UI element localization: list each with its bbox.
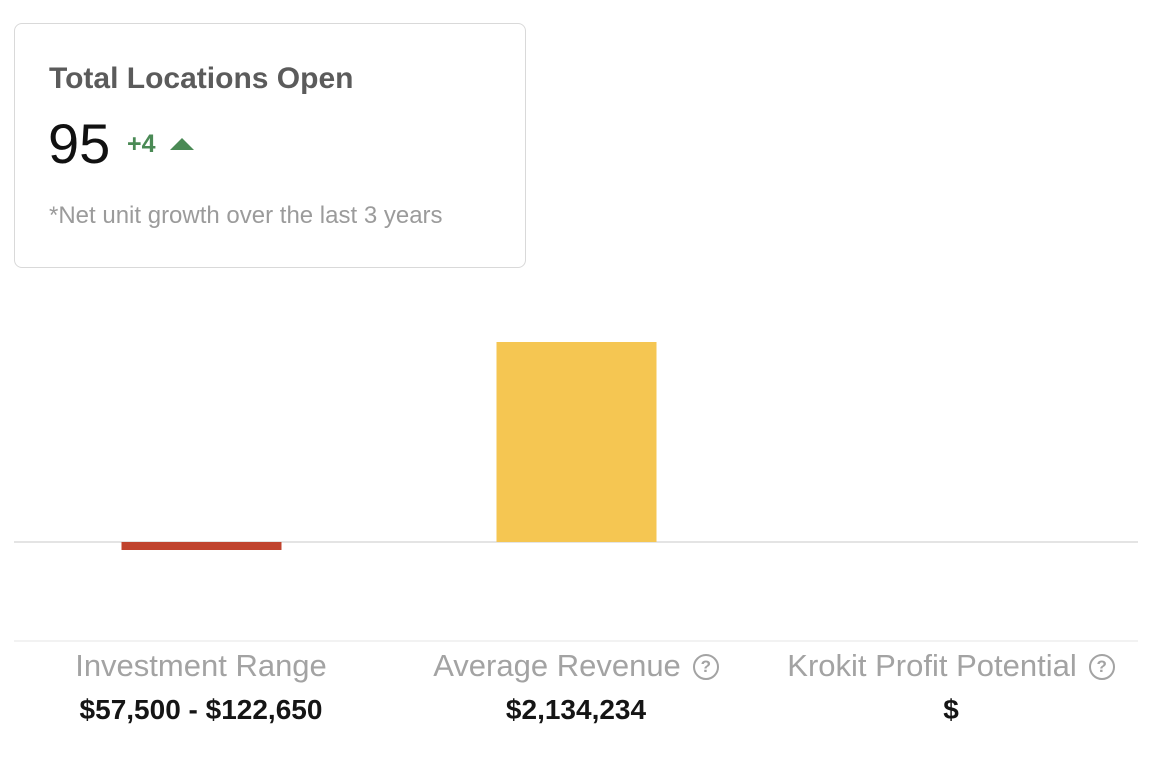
growth-footnote: *Net unit growth over the last 3 years xyxy=(49,202,443,229)
profit-potential-value: $ xyxy=(943,694,959,725)
card-title: Total Locations Open xyxy=(49,62,354,95)
metric-label: Average Revenue? xyxy=(389,644,763,688)
metric-average-revenue: Average Revenue? $2,134,234 xyxy=(389,644,763,732)
metric-label: Investment Range xyxy=(14,644,388,688)
locations-count: 95 xyxy=(48,112,111,175)
profit-potential-label: Krokit Profit Potential xyxy=(787,648,1077,683)
average-revenue-value: $2,134,234 xyxy=(505,694,647,725)
total-locations-card: Total Locations Open 95 +4 *Net unit gro… xyxy=(14,23,526,268)
triangle-up-icon xyxy=(170,138,194,150)
metric-label: Krokit Profit Potential? xyxy=(764,644,1138,688)
metric-investment-range: Investment Range $57,500 - $122,650 xyxy=(14,644,388,732)
bar-average-revenue xyxy=(496,342,657,542)
question-circle-icon[interactable]: ? xyxy=(1088,654,1115,680)
investment-range-value: $57,500 - $122,650 xyxy=(79,694,323,725)
average-revenue-label: Average Revenue xyxy=(433,648,681,683)
growth-delta: +4 xyxy=(127,130,156,158)
investment-range-label: Investment Range xyxy=(75,648,327,683)
bar-investment-range xyxy=(121,542,282,550)
question-circle-icon[interactable]: ? xyxy=(692,654,719,680)
chart-bars xyxy=(121,342,657,550)
metric-profit-potential: Krokit Profit Potential? $ xyxy=(764,644,1138,732)
